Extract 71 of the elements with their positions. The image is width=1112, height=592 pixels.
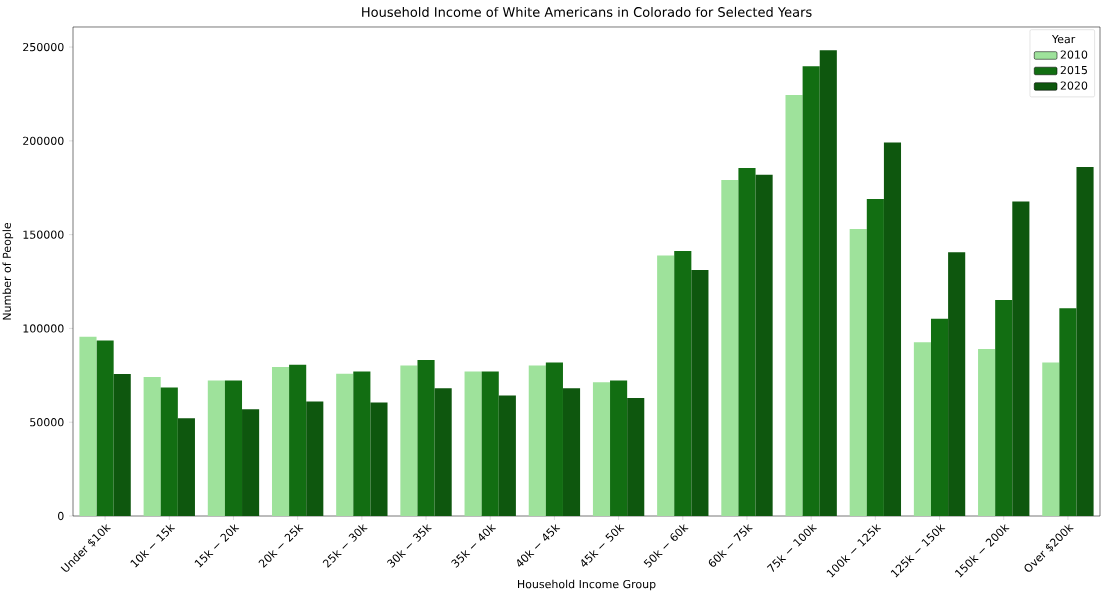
bar (948, 252, 966, 516)
legend-title: Year (1051, 35, 1076, 44)
bar (370, 402, 388, 516)
bar (545, 362, 563, 516)
bar (930, 318, 949, 516)
bar (528, 365, 546, 516)
bar (819, 50, 837, 516)
bar (177, 418, 195, 516)
bar (913, 342, 931, 516)
x-tick-label: 25k − 30k (322, 524, 368, 568)
bar (336, 373, 354, 516)
y-tick-label: 250000 (23, 42, 64, 52)
bar (627, 398, 645, 516)
bar (610, 380, 628, 516)
bar (96, 340, 114, 516)
bar (79, 336, 97, 516)
bar (400, 365, 418, 516)
bar (802, 66, 820, 516)
y-tick-label: 200000 (23, 136, 64, 145)
bar (866, 199, 884, 516)
bar (160, 387, 178, 516)
x-tick-label: 50k − 60k (643, 524, 689, 568)
y-tick-label: 50000 (30, 418, 64, 427)
bar (271, 367, 290, 516)
legend-label: 2020 (1060, 81, 1088, 90)
bar (1076, 167, 1094, 516)
bar (1059, 308, 1077, 516)
y-tick-label: 150000 (23, 230, 64, 239)
bar (306, 401, 324, 516)
bar (1012, 201, 1030, 516)
bar (498, 395, 516, 516)
bar (691, 269, 709, 516)
bar (738, 168, 756, 516)
bar (562, 388, 581, 516)
x-tick-label: 45k − 50k (581, 524, 625, 567)
bar (113, 374, 131, 516)
x-tick-label: 10k − 15k (130, 524, 176, 568)
x-tick-label: 30k − 35k (386, 524, 432, 568)
bar (657, 255, 675, 516)
x-tick-label: 35k − 40k (451, 524, 497, 568)
bar (849, 229, 867, 516)
bar (242, 409, 260, 516)
legend-label: 2010 (1060, 50, 1088, 59)
bar (785, 94, 803, 516)
bar (143, 377, 161, 516)
bar (995, 300, 1013, 516)
bar (224, 380, 243, 516)
bar (978, 349, 996, 516)
bar (417, 359, 435, 516)
y-tick-label: 100000 (23, 324, 64, 333)
y-axis-title: Number of People (2, 222, 14, 320)
bar (755, 174, 773, 516)
y-tick-label: 0 (58, 511, 64, 521)
legend-label: 2015 (1060, 65, 1087, 75)
x-tick-label: 20k − 25k (258, 524, 304, 568)
bar (592, 382, 611, 516)
x-tick-label: 15k − 20k (194, 524, 240, 568)
bar (883, 142, 902, 516)
bar (674, 250, 692, 516)
bar (289, 364, 307, 516)
bar (464, 371, 482, 516)
bar (1042, 362, 1060, 516)
bar (353, 371, 371, 516)
x-tick-label: 40k − 45k (517, 524, 561, 567)
bar (207, 380, 225, 516)
x-tick-label: 60k − 75k (708, 524, 753, 567)
x-axis-title: Household Income Group (518, 579, 656, 591)
bar (434, 388, 452, 516)
bar (721, 180, 739, 516)
bar (481, 371, 499, 516)
chart-title: Household Income of White Americans in Colorado for Selected Years (362, 6, 812, 17)
